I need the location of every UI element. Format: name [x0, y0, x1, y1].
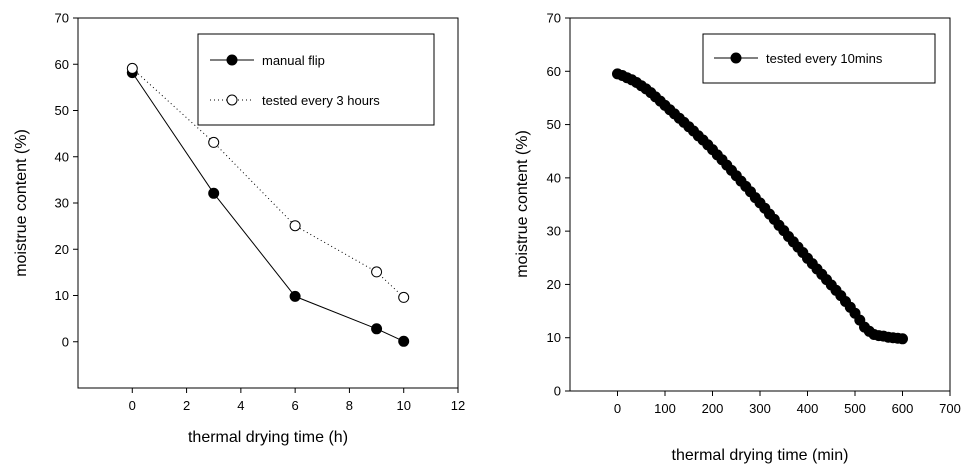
- right-legend: tested every 10mins: [702, 33, 936, 84]
- right-x-tick-label: 700: [939, 401, 961, 416]
- right-x-tick-label: 200: [702, 401, 724, 416]
- left-y-tick-label: 60: [55, 57, 69, 72]
- legend-tested-3h-label: tested every 3 hours: [262, 93, 380, 108]
- legend-tested-10min-label: tested every 10mins: [766, 51, 883, 66]
- data-point-manual-flip: [289, 290, 301, 302]
- left-x-tick-label: 6: [292, 398, 299, 413]
- data-point-tested-every-10mins: [897, 333, 908, 345]
- data-point-manual-flip: [371, 323, 383, 335]
- left-y-tick-label: 50: [55, 103, 69, 118]
- data-point-tested-every-3-hours: [126, 62, 138, 74]
- legend-tested-10min-marker: [730, 52, 742, 64]
- series-line-tested-every-3-hours: [131, 68, 405, 298]
- data-point-manual-flip: [208, 187, 220, 199]
- left-legend: manual flip tested every 3 hours: [197, 33, 435, 126]
- right-x-tick-label: 600: [892, 401, 914, 416]
- data-point-tested-every-3-hours: [208, 136, 220, 148]
- right-x-tick-label: 500: [844, 401, 866, 416]
- left-y-tick-label: 0: [62, 334, 69, 349]
- right-plot-series: [612, 68, 908, 345]
- left-x-tick-label: 4: [237, 398, 244, 413]
- data-point-tested-every-3-hours: [289, 220, 301, 232]
- chart-right: 0 100 200 300 400 500 600 700 0 10 20 30 40 50 60 70 th…: [514, 11, 961, 465]
- data-point-tested-every-3-hours: [398, 291, 410, 303]
- chart-left: 0 2 4 6 8 10 12 0 10 20 30 40 50 60 70 thermal drying …: [13, 11, 465, 447]
- left-plot-series: [126, 62, 410, 347]
- right-x-tick-label: 0: [614, 401, 621, 416]
- left-x-tick-label: 12: [451, 398, 465, 413]
- legend-manual-flip-marker: [226, 54, 238, 66]
- right-x-axis-title: thermal drying time (min): [672, 447, 849, 464]
- right-y-tick-label: 10: [547, 330, 561, 345]
- left-x-tick-label: 10: [396, 398, 410, 413]
- right-axis-ticks: 0 100 200 300 400 500 600 700 0 10 20 30 40 50 60 70: [547, 11, 961, 417]
- left-x-tick-label: 2: [183, 398, 190, 413]
- legend-tested-3h-marker: [226, 94, 238, 106]
- data-point-tested-every-3-hours: [371, 266, 383, 278]
- left-y-tick-label: 40: [55, 149, 69, 164]
- right-y-tick-label: 50: [547, 117, 561, 132]
- left-y-tick-label: 70: [55, 11, 69, 26]
- right-y-tick-label: 0: [554, 384, 561, 399]
- right-y-tick-label: 20: [547, 277, 561, 292]
- legend-manual-flip-label: manual flip: [262, 53, 325, 68]
- left-y-tick-label: 30: [55, 196, 69, 211]
- right-y-tick-label: 70: [547, 11, 561, 26]
- right-y-tick-label: 30: [547, 224, 561, 239]
- right-y-axis-title: moistrue content (%): [514, 130, 531, 278]
- left-y-tick-label: 20: [55, 242, 69, 257]
- left-y-axis-title: moistrue content (%): [13, 129, 30, 277]
- right-x-tick-label: 300: [749, 401, 771, 416]
- left-legend-box: [197, 33, 435, 126]
- left-x-axis-title: thermal drying time (h): [188, 429, 348, 446]
- data-point-manual-flip: [398, 335, 410, 347]
- left-x-tick-label: 0: [129, 398, 136, 413]
- left-x-tick-label: 8: [346, 398, 353, 413]
- right-x-tick-label: 100: [654, 401, 676, 416]
- right-y-tick-label: 60: [547, 64, 561, 79]
- left-y-tick-label: 10: [55, 288, 69, 303]
- left-axis-ticks: 0 2 4 6 8 10 12 0 10 20 30 40 50 60 70: [55, 11, 466, 414]
- right-x-tick-label: 400: [797, 401, 819, 416]
- right-y-tick-label: 40: [547, 170, 561, 185]
